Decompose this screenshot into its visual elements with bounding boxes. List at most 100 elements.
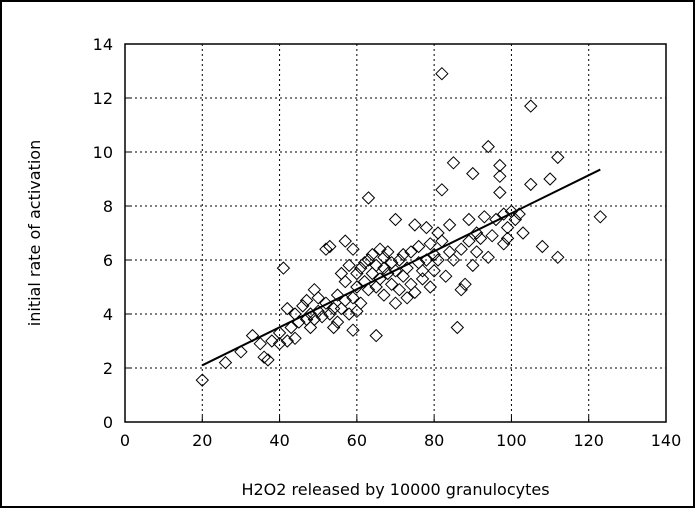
data-point	[365, 247, 380, 262]
data-point	[253, 336, 267, 351]
data-point	[427, 264, 441, 278]
data-point	[473, 231, 488, 246]
data-point	[431, 226, 445, 240]
plot-area-border	[124, 43, 667, 423]
data-point	[404, 245, 418, 259]
y-tick-label: 12	[93, 89, 113, 108]
grid-lines	[125, 44, 666, 422]
x-axis-ticks: 0 20 40 60 80 100 120 140	[120, 416, 681, 450]
y-axis-ticks: 0 2 4 6 8 10 12 14	[93, 35, 131, 432]
data-point	[377, 288, 391, 302]
data-point	[446, 156, 461, 170]
data-point	[442, 218, 457, 232]
data-point	[299, 293, 314, 308]
data-point	[381, 245, 395, 259]
data-point	[319, 242, 333, 256]
data-point	[435, 66, 449, 81]
data-point	[319, 296, 333, 310]
data-point	[388, 296, 403, 310]
x-axis-label: H2O2 released by 10000 granulocytes	[241, 480, 549, 499]
data-point	[377, 250, 391, 265]
data-point	[469, 245, 484, 259]
data-point	[415, 272, 430, 286]
data-point	[396, 269, 410, 283]
data-point	[493, 169, 507, 184]
data-point	[330, 315, 345, 329]
y-tick-label: 2	[103, 359, 113, 378]
data-point	[411, 239, 426, 254]
data-point	[551, 250, 565, 265]
data-point	[462, 212, 476, 227]
data-point	[354, 296, 368, 310]
data-point	[392, 282, 407, 297]
data-point	[330, 288, 345, 302]
data-point	[419, 220, 434, 235]
y-tick-label: 6	[103, 251, 113, 270]
data-point	[276, 261, 291, 275]
data-point	[454, 242, 468, 256]
x-tick-label: 100	[496, 431, 527, 450]
data-point	[265, 334, 279, 348]
data-point	[365, 266, 380, 281]
data-point	[315, 309, 329, 324]
data-point	[307, 282, 322, 297]
data-point	[342, 258, 356, 273]
x-tick-label: 60	[347, 431, 367, 450]
data-point	[377, 261, 391, 275]
data-point	[400, 291, 414, 305]
data-point	[346, 291, 360, 305]
data-point	[489, 212, 503, 227]
x-tick-label: 40	[269, 431, 289, 450]
data-point	[280, 334, 295, 348]
y-axis-label: initial rate of activation	[25, 140, 44, 326]
data-point	[469, 226, 484, 240]
x-tick-label: 0	[120, 431, 130, 450]
data-point	[369, 328, 383, 343]
data-point	[481, 250, 495, 265]
data-point	[257, 350, 271, 364]
data-point	[303, 307, 318, 321]
data-point	[350, 266, 364, 281]
data-point	[500, 220, 515, 235]
data-point	[408, 218, 422, 232]
data-point	[326, 320, 341, 335]
data-point	[323, 307, 337, 321]
data-point	[350, 280, 364, 294]
data-point	[481, 139, 495, 154]
x-tick-label: 120	[573, 431, 604, 450]
y-tick-label: 8	[103, 197, 113, 216]
data-point	[496, 237, 511, 251]
data-point	[280, 301, 295, 316]
data-point	[446, 253, 461, 267]
data-point	[272, 336, 287, 351]
data-point	[361, 253, 376, 267]
data-point	[346, 242, 360, 256]
data-point	[431, 253, 445, 267]
data-point	[288, 331, 302, 346]
data-point	[524, 177, 538, 192]
data-point	[388, 212, 403, 227]
x-tick-label: 140	[651, 431, 682, 450]
data-point	[516, 226, 530, 240]
data-point	[272, 326, 287, 340]
data-point	[369, 258, 383, 273]
data-point	[303, 320, 318, 335]
data-point	[496, 207, 511, 221]
data-point	[338, 274, 352, 289]
data-point	[450, 320, 465, 335]
data-point	[423, 237, 437, 251]
data-point	[551, 150, 565, 165]
data-point	[384, 277, 399, 292]
data-point	[500, 231, 515, 246]
data-point	[454, 282, 468, 297]
data-point	[485, 228, 499, 243]
data-point	[334, 301, 349, 316]
data-point	[354, 261, 368, 275]
data-point	[493, 158, 507, 173]
data-point	[338, 234, 352, 248]
data-point	[593, 210, 608, 224]
data-point	[408, 285, 422, 300]
data-point	[396, 247, 410, 262]
data-point	[357, 255, 372, 270]
